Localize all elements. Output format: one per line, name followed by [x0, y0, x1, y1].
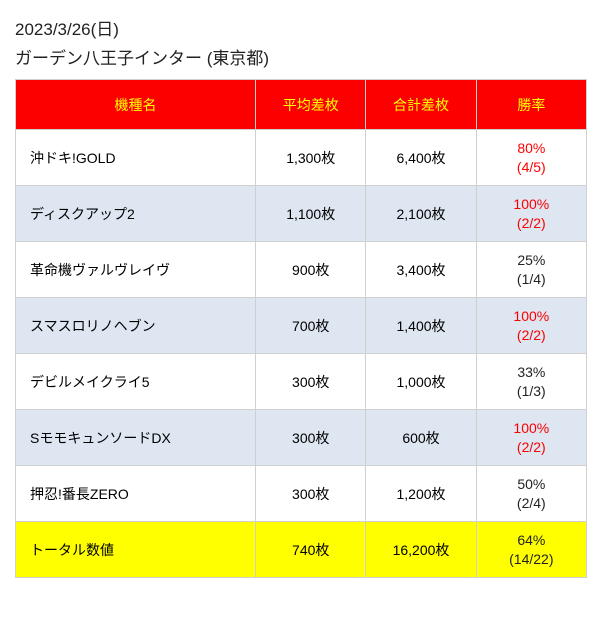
- rate-fraction: (1/3): [517, 383, 546, 399]
- cell-sum: 1,400枚: [366, 298, 476, 354]
- cell-machine-name: 押忍!番長ZERO: [16, 466, 256, 522]
- cell-sum: 600枚: [366, 410, 476, 466]
- col-avg: 平均差枚: [256, 80, 366, 130]
- header-location: ガーデン八王子インター (東京都): [15, 44, 587, 69]
- rate-fraction: (2/4): [517, 495, 546, 511]
- total-avg: 740枚: [256, 522, 366, 578]
- cell-avg: 300枚: [256, 354, 366, 410]
- cell-sum: 1,200枚: [366, 466, 476, 522]
- cell-machine-name: 沖ドキ!GOLD: [16, 130, 256, 186]
- col-rate: 勝率: [476, 80, 586, 130]
- table-row: ディスクアップ21,100枚2,100枚 100% (2/2): [16, 186, 587, 242]
- cell-rate: 100% (2/2): [476, 298, 586, 354]
- cell-avg: 300枚: [256, 466, 366, 522]
- cell-avg: 300枚: [256, 410, 366, 466]
- cell-sum: 6,400枚: [366, 130, 476, 186]
- cell-machine-name: ディスクアップ2: [16, 186, 256, 242]
- cell-rate: 100% (2/2): [476, 410, 586, 466]
- cell-rate: 100% (2/2): [476, 186, 586, 242]
- table-row: 沖ドキ!GOLD1,300枚6,400枚 80% (4/5): [16, 130, 587, 186]
- cell-machine-name: 革命機ヴァルヴレイヴ: [16, 242, 256, 298]
- header-row: 機種名 平均差枚 合計差枚 勝率: [16, 80, 587, 130]
- col-machine-name: 機種名: [16, 80, 256, 130]
- rate-percent: 100%: [513, 420, 549, 436]
- cell-rate: 25% (1/4): [476, 242, 586, 298]
- rate-fraction: (14/22): [509, 551, 553, 567]
- cell-machine-name: デビルメイクライ5: [16, 354, 256, 410]
- cell-sum: 1,000枚: [366, 354, 476, 410]
- data-table: 機種名 平均差枚 合計差枚 勝率 沖ドキ!GOLD1,300枚6,400枚80%…: [15, 79, 587, 578]
- cell-avg: 700枚: [256, 298, 366, 354]
- table-row: スマスロリノヘブン700枚1,400枚 100% (2/2): [16, 298, 587, 354]
- cell-rate: 33% (1/3): [476, 354, 586, 410]
- cell-machine-name: スマスロリノヘブン: [16, 298, 256, 354]
- total-label: トータル数値: [16, 522, 256, 578]
- rate-fraction: (4/5): [517, 159, 546, 175]
- cell-avg: 1,100枚: [256, 186, 366, 242]
- cell-machine-name: SモモキュンソードDX: [16, 410, 256, 466]
- cell-rate: 80% (4/5): [476, 130, 586, 186]
- rate-percent: 25%: [517, 252, 545, 268]
- rate-fraction: (2/2): [517, 327, 546, 343]
- rate-fraction: (2/2): [517, 215, 546, 231]
- cell-sum: 3,400枚: [366, 242, 476, 298]
- table-row: デビルメイクライ5300枚1,000枚 33% (1/3): [16, 354, 587, 410]
- cell-avg: 900枚: [256, 242, 366, 298]
- cell-avg: 1,300枚: [256, 130, 366, 186]
- col-sum: 合計差枚: [366, 80, 476, 130]
- rate-percent: 50%: [517, 476, 545, 492]
- rate-fraction: (1/4): [517, 271, 546, 287]
- rate-percent: 33%: [517, 364, 545, 380]
- table-row: SモモキュンソードDX300枚600枚 100% (2/2): [16, 410, 587, 466]
- table-row: 革命機ヴァルヴレイヴ900枚3,400枚 25% (1/4): [16, 242, 587, 298]
- rate-fraction: (2/2): [517, 439, 546, 455]
- rate-percent: 64%: [517, 532, 545, 548]
- cell-sum: 2,100枚: [366, 186, 476, 242]
- total-sum: 16,200枚: [366, 522, 476, 578]
- rate-percent: 80%: [517, 140, 545, 156]
- table-row: 押忍!番長ZERO300枚1,200枚 50% (2/4): [16, 466, 587, 522]
- total-row: トータル数値740枚16,200枚 64% (14/22): [16, 522, 587, 578]
- rate-percent: 100%: [513, 308, 549, 324]
- rate-percent: 100%: [513, 196, 549, 212]
- header-date: 2023/3/26(日): [15, 15, 587, 40]
- total-rate: 64% (14/22): [476, 522, 586, 578]
- cell-rate: 50% (2/4): [476, 466, 586, 522]
